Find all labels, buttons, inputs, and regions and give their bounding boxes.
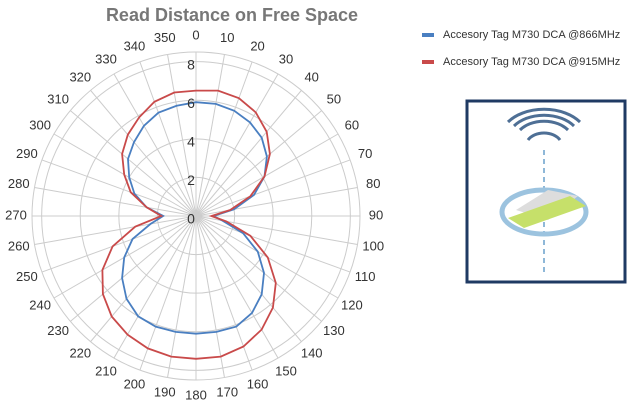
grid-spoke [70, 110, 197, 217]
angle-label: 240 [29, 297, 51, 312]
angle-label: 120 [341, 297, 363, 312]
legend-swatch [422, 60, 434, 64]
r-tick-label: 0 [187, 211, 195, 227]
grid-spoke [34, 215, 197, 245]
chart-title: Read Distance on Free Space [106, 5, 358, 25]
series-line [101, 89, 277, 360]
angle-label: 350 [154, 30, 176, 45]
angle-label: 340 [124, 38, 146, 53]
grid-spoke [195, 215, 351, 273]
angle-label: 160 [247, 377, 269, 392]
grid-spoke [195, 215, 253, 371]
grid-spoke [195, 159, 351, 217]
angle-label: 190 [154, 385, 176, 400]
grid-spoke [195, 215, 225, 378]
angle-label: 40 [304, 70, 318, 85]
angle-label: 290 [16, 146, 38, 161]
grid-spoke [41, 215, 197, 273]
grid-spoke [195, 215, 322, 322]
tag-illustration [465, 99, 627, 284]
grid-spoke [195, 73, 279, 217]
angle-label: 260 [8, 239, 30, 254]
legend-swatch [422, 33, 434, 37]
grid-spoke [34, 187, 197, 217]
legend-label: Accesory Tag M730 DCA @866MHz [443, 29, 620, 41]
angle-label: 60 [345, 117, 359, 132]
r-tick-label: 6 [187, 95, 195, 111]
grid-spoke [195, 133, 339, 217]
angle-label: 250 [16, 269, 38, 284]
grid-spoke [167, 215, 197, 378]
angle-label: 30 [279, 52, 293, 67]
grid-spoke [41, 159, 197, 217]
angle-label: 300 [29, 117, 51, 132]
grid-spoke [195, 215, 279, 359]
grid-spoke [195, 187, 358, 217]
angle-label: 70 [358, 146, 372, 161]
angle-label: 210 [95, 363, 117, 378]
angle-label: 270 [5, 207, 27, 222]
grid-spoke [195, 215, 302, 342]
grid-spoke [113, 73, 197, 217]
wave-icon [506, 107, 582, 141]
legend-label: Accesory Tag M730 DCA @915MHz [443, 56, 620, 68]
angle-label: 150 [275, 363, 297, 378]
r-tick-label: 4 [187, 134, 195, 150]
angle-label: 50 [327, 92, 341, 107]
rotation-ring [499, 187, 589, 237]
angle-label: 220 [69, 345, 91, 360]
angle-label: 310 [47, 92, 69, 107]
grid-spoke [195, 54, 225, 217]
r-tick-label: 8 [187, 56, 195, 72]
angle-label: 140 [301, 345, 323, 360]
angle-label: 100 [362, 239, 384, 254]
angle-label: 180 [185, 387, 207, 402]
angle-label: 170 [216, 385, 238, 400]
angle-label: 280 [8, 176, 30, 191]
angle-label: 330 [95, 52, 117, 67]
angle-label: 20 [250, 38, 264, 53]
grid-spoke [195, 61, 253, 217]
angle-label: 0 [192, 27, 199, 42]
grid-spoke [167, 54, 197, 217]
grid-spoke [90, 215, 197, 342]
angle-label: 10 [220, 30, 234, 45]
angle-label: 110 [355, 269, 376, 284]
grid-spoke [70, 215, 197, 322]
grid-spoke [195, 90, 302, 217]
r-tick-label: 2 [187, 172, 195, 188]
angle-label: 130 [323, 323, 345, 338]
angle-label: 230 [47, 323, 69, 338]
tag-icon [508, 196, 586, 228]
grid-spoke [195, 110, 322, 217]
angle-label: 200 [124, 377, 146, 392]
grid-spoke [90, 90, 197, 217]
angle-label: 80 [366, 176, 380, 191]
grid-spoke [139, 61, 197, 217]
angle-label: 320 [69, 70, 91, 85]
grid-spoke [139, 215, 197, 371]
angle-label: 90 [369, 207, 383, 222]
